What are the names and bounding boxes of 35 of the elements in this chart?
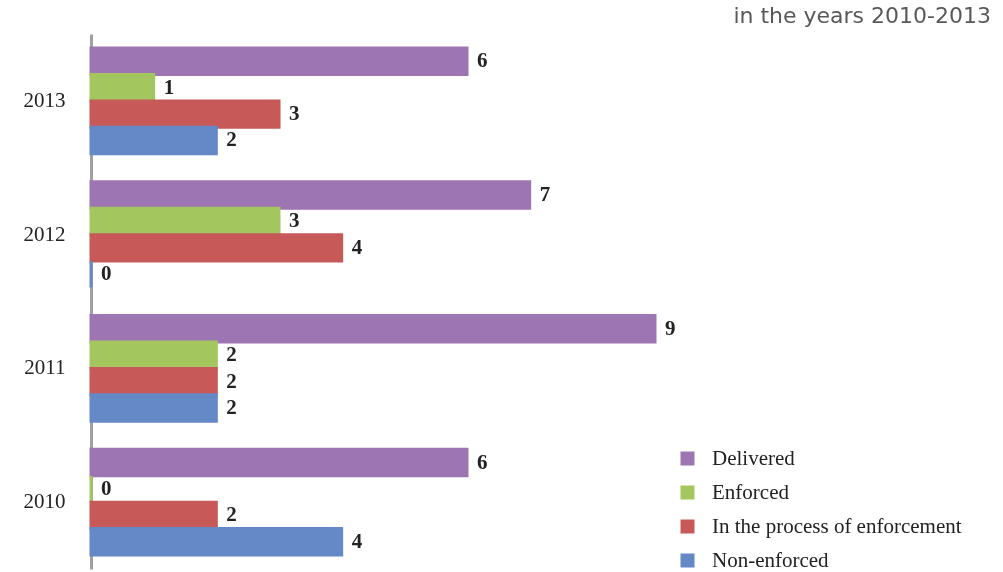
legend-label: Non-enforced: [712, 547, 830, 572]
bar: [89, 46, 469, 76]
data-label: 2: [226, 342, 237, 367]
bar: [89, 233, 344, 263]
data-label: 6: [477, 449, 488, 474]
data-label: 2: [226, 502, 237, 527]
data-label: 6: [477, 48, 488, 73]
data-label: 4: [351, 234, 363, 259]
y-tick-label: 2011: [24, 355, 66, 380]
data-label: 2: [226, 127, 237, 152]
y-tick-label: 2013: [23, 87, 66, 112]
data-label: 0: [101, 475, 112, 500]
bar: [89, 314, 657, 344]
y-tick-label: 2010: [23, 489, 66, 514]
y-tick-label: 2012: [23, 221, 66, 246]
data-label: 7: [539, 182, 551, 206]
data-label: 0: [101, 261, 112, 286]
data-label: 1: [163, 74, 175, 99]
legend-label: In the process of enforcement: [712, 513, 962, 538]
data-label: 2: [226, 368, 237, 393]
text: in the years 2010-2013: [733, 3, 991, 28]
data-label: 4: [351, 528, 363, 553]
bar: [89, 340, 218, 370]
legend-label: Enforced: [712, 479, 790, 504]
bar: [89, 527, 344, 557]
data-label: 3: [289, 101, 300, 126]
bar: [89, 393, 218, 423]
bar: [89, 447, 469, 478]
data-label: 3: [289, 208, 300, 233]
bar: [89, 125, 218, 156]
data-label: 9: [665, 315, 676, 340]
bar: [89, 180, 532, 210]
legend-label: Delivered: [712, 445, 796, 470]
bar: [89, 99, 281, 129]
data-label: 2: [226, 395, 237, 419]
